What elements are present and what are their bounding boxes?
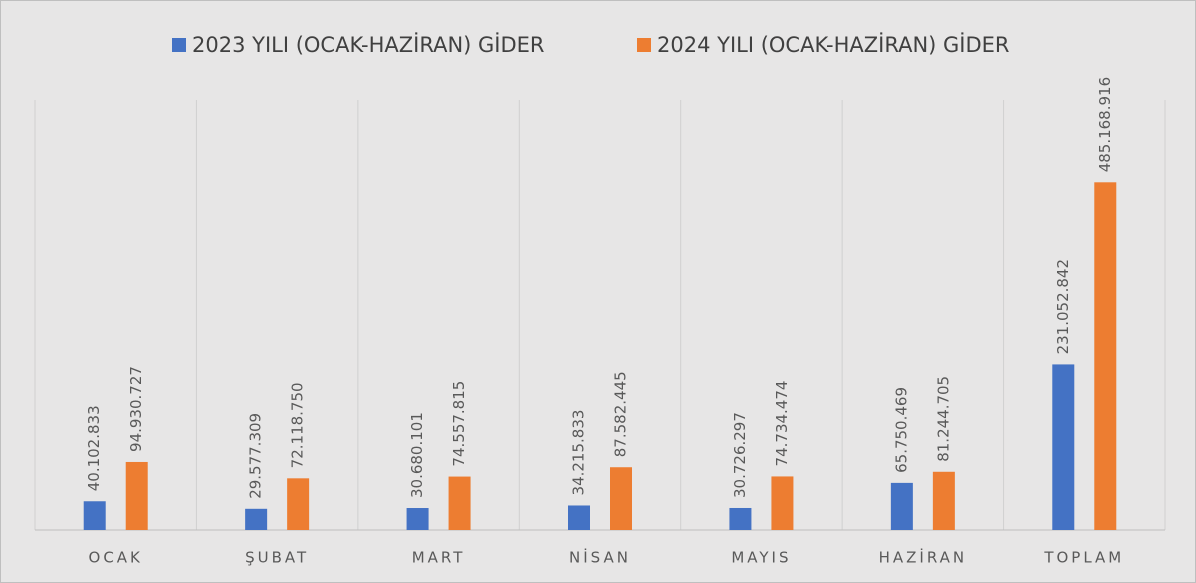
legend-swatch [637,38,651,52]
data-label: 34.215.833 [570,410,588,496]
x-tick-label: HAZİRAN [879,548,968,567]
bar [83,501,106,530]
legend-label: 2023 YILI (OCAK-HAZİRAN) GİDER [192,32,545,57]
bar [1052,364,1075,530]
data-label: 29.577.309 [247,413,265,499]
data-label: 40.102.833 [85,405,103,491]
bar [771,476,794,530]
x-tick-label: ŞUBAT [245,549,309,567]
bar [568,505,590,530]
x-tick-label: NİSAN [569,548,631,567]
bar [932,471,955,530]
data-label: 74.734.474 [773,381,791,467]
bar [287,478,310,530]
data-label: 94.930.727 [127,366,145,452]
data-label: 231.052.842 [1054,259,1072,354]
bar [245,508,268,530]
x-tick-label: TOPLAM [1043,549,1124,567]
data-label: 65.750.469 [892,387,910,473]
legend-swatch [172,38,186,52]
x-tick-label: MART [412,549,466,567]
data-label: 72.118.750 [289,382,307,468]
x-tick-label: MAYIS [731,549,791,567]
data-label: 485.168.916 [1096,77,1114,172]
data-label: 30.726.297 [731,412,749,498]
bar [890,482,913,530]
data-label: 30.680.101 [408,412,426,498]
x-tick-label: OCAK [89,549,143,567]
data-label: 74.557.815 [450,381,468,467]
bar [406,508,429,530]
legend-label: 2024 YILI (OCAK-HAZİRAN) GİDER [657,32,1010,57]
data-label: 87.582.445 [612,371,630,457]
bar [729,507,752,530]
bar [125,461,148,530]
bar [610,467,632,530]
data-label: 81.244.705 [934,376,952,462]
bar [448,476,471,530]
bar [1094,182,1117,531]
